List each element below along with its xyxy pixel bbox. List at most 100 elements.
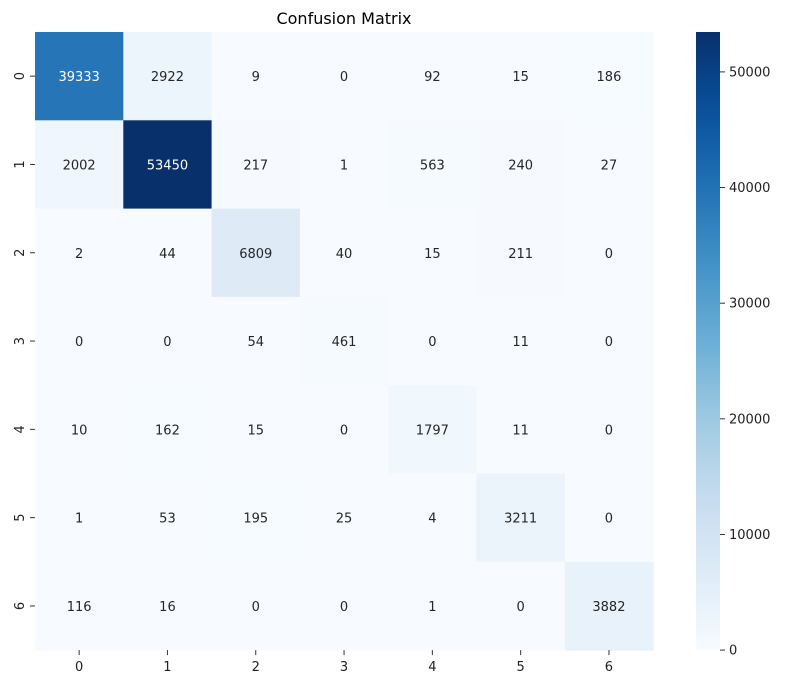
colorbar-tick-label-5: 50000 — [729, 65, 770, 80]
cell-value-2-0: 2 — [75, 247, 83, 262]
cell-value-1-4: 563 — [420, 158, 445, 173]
cell-value-3-4: 0 — [428, 335, 436, 350]
heatmap-cell-6-5 — [476, 561, 566, 651]
heatmap-cell-1-3 — [299, 120, 389, 210]
heatmap-cell-0-5 — [476, 32, 566, 121]
heatmap-cell-5-3 — [299, 473, 389, 563]
cell-value-6-5: 0 — [517, 600, 525, 615]
cell-value-4-3: 0 — [340, 423, 348, 438]
cell-value-1-5: 240 — [508, 158, 533, 173]
cell-value-2-3: 40 — [336, 247, 353, 262]
colorbar-tick-label-3: 30000 — [729, 297, 770, 312]
cell-value-2-1: 44 — [159, 247, 176, 262]
colorbar-tick-label-0: 0 — [729, 644, 737, 659]
y-tick-label-6: 6 — [13, 602, 28, 610]
y-tick-label-5: 5 — [13, 514, 28, 522]
heatmap-cell-2-4 — [388, 208, 478, 298]
heatmap-cell-1-4 — [388, 120, 478, 210]
heatmap-cell-5-4 — [388, 473, 478, 563]
cell-value-4-4: 1797 — [416, 423, 449, 438]
cell-value-2-6: 0 — [605, 247, 613, 262]
heatmap-cell-2-2 — [211, 208, 301, 298]
cell-value-5-1: 53 — [159, 512, 176, 527]
heatmap-cell-0-6 — [564, 32, 654, 121]
cell-value-1-6: 27 — [601, 158, 618, 173]
heatmap-cell-3-6 — [564, 296, 654, 386]
heatmap-cell-5-1 — [123, 473, 213, 563]
cell-value-5-0: 1 — [75, 512, 83, 527]
heatmap-cell-6-6 — [564, 561, 654, 651]
heatmap-cell-6-3 — [299, 561, 389, 651]
x-axis: 0 1 2 3 4 5 6 — [75, 650, 613, 675]
x-tick-label-4: 4 — [428, 660, 436, 675]
x-tick-label-3: 3 — [340, 660, 348, 675]
heatmap-cell-3-3 — [299, 296, 389, 386]
cell-value-6-6: 3882 — [592, 600, 625, 615]
heatmap-cell-0-2 — [211, 32, 301, 121]
heatmap-cell-2-5 — [476, 208, 566, 298]
cell-value-1-1: 53450 — [147, 158, 188, 173]
cell-value-6-2: 0 — [252, 600, 260, 615]
x-tick-label-5: 5 — [517, 660, 525, 675]
cell-value-6-3: 0 — [340, 600, 348, 615]
cell-value-6-4: 1 — [428, 600, 436, 615]
heatmap-cell-0-3 — [299, 32, 389, 121]
cell-value-1-2: 217 — [243, 158, 268, 173]
colorbar-tick-label-2: 20000 — [729, 412, 770, 427]
x-tick-label-0: 0 — [75, 660, 83, 675]
heatmap-cell-5-6 — [564, 473, 654, 563]
heatmap-cell-4-5 — [476, 385, 566, 475]
cell-value-2-5: 211 — [508, 247, 533, 262]
heatmap-cell-6-0 — [35, 561, 124, 651]
heatmap-cell-5-0 — [35, 473, 124, 563]
cell-value-0-0: 39333 — [58, 70, 99, 85]
heatmap-cell-6-1 — [123, 561, 213, 651]
heatmap-cell-3-1 — [123, 296, 213, 386]
x-tick-label-6: 6 — [605, 660, 613, 675]
cell-value-3-2: 54 — [247, 335, 264, 350]
cell-value-5-2: 195 — [243, 512, 268, 527]
cell-value-3-0: 0 — [75, 335, 83, 350]
cell-value-0-3: 0 — [340, 70, 348, 85]
y-tick-label-4: 4 — [13, 425, 28, 433]
heatmap-cell-0-0 — [35, 32, 124, 121]
cell-value-5-3: 25 — [336, 512, 353, 527]
cell-value-0-1: 2922 — [151, 70, 184, 85]
cell-value-5-6: 0 — [605, 512, 613, 527]
heatmap-cell-1-0 — [35, 120, 124, 210]
cell-value-2-4: 15 — [424, 247, 441, 262]
heatmap-cell-3-5 — [476, 296, 566, 386]
heatmap-cell-2-1 — [123, 208, 213, 298]
heatmap-cell-4-4 — [388, 385, 478, 475]
heatmap-cell-0-4 — [388, 32, 478, 121]
heatmap-cell-4-1 — [123, 385, 213, 475]
cell-value-3-3: 461 — [332, 335, 357, 350]
heatmap-cell-4-0 — [35, 385, 124, 475]
heatmap-cell-4-3 — [299, 385, 389, 475]
cell-value-0-6: 186 — [597, 70, 622, 85]
cell-value-4-6: 0 — [605, 423, 613, 438]
cell-value-1-3: 1 — [340, 158, 348, 173]
heatmap-cell-5-2 — [211, 473, 301, 563]
heatmap-cell-1-1 — [123, 120, 213, 210]
colorbar-tick-label-1: 10000 — [729, 528, 770, 543]
cell-value-3-5: 11 — [512, 335, 529, 350]
cell-value-4-1: 162 — [155, 423, 180, 438]
heatmap-cell-2-3 — [299, 208, 389, 298]
cell-value-4-0: 10 — [71, 423, 88, 438]
y-tick-label-1: 1 — [13, 160, 28, 168]
y-tick-label-0: 0 — [13, 72, 28, 80]
heatmap-cell-3-0 — [35, 296, 124, 386]
heatmap-cell-0-1 — [123, 32, 213, 121]
heatmap-cell-1-5 — [476, 120, 566, 210]
cell-value-0-4: 92 — [424, 70, 441, 85]
cell-value-5-5: 3211 — [504, 512, 537, 527]
colorbar-gradient — [696, 32, 720, 651]
chart-title: Confusion Matrix — [276, 9, 411, 28]
y-axis: 0 1 2 3 4 5 6 — [13, 72, 35, 610]
heatmap-cell-5-5 — [476, 473, 566, 563]
heatmap-cell-3-2 — [211, 296, 301, 386]
y-tick-label-3: 3 — [13, 337, 28, 345]
